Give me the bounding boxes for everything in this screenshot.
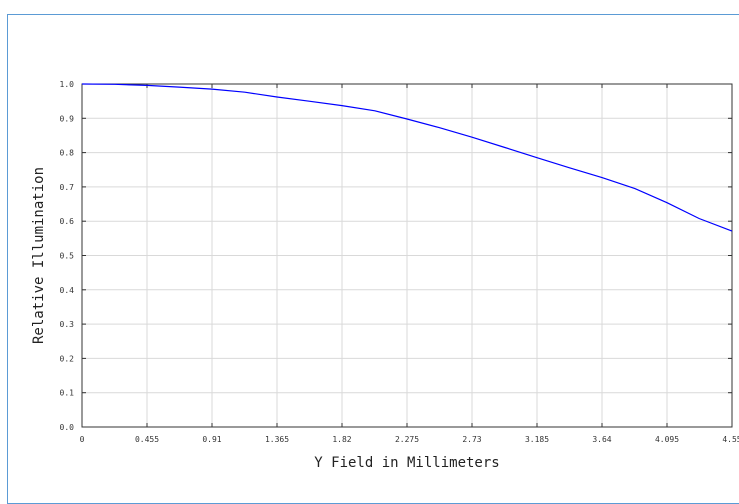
grid (82, 84, 732, 427)
chart-frame (7, 14, 739, 504)
x-tick-label: 0.91 (202, 435, 221, 444)
y-tick-label: 0.7 (60, 183, 75, 192)
y-tick-label: 0.2 (60, 354, 75, 363)
x-axis-title: Y Field in Millimeters (314, 455, 499, 471)
y-tick-label: 0.1 (60, 389, 75, 398)
y-tick-label: 0.8 (60, 149, 75, 158)
axis-ticks: 0 0.455 0.91 1.365 1.82 2.275 2.73 3.185 3.64 4.0… (60, 80, 739, 444)
x-tick-label: 0.455 (135, 435, 159, 444)
y-tick-label: 0.6 (60, 217, 75, 226)
x-tick-label: 4.55 (722, 435, 739, 444)
x-tick-label: 3.64 (592, 435, 611, 444)
x-tick-label: 2.73 (462, 435, 481, 444)
y-tick-label: 0.4 (60, 286, 75, 295)
y-tick-label: 0.3 (60, 320, 75, 329)
y-axis-title: Relative Illumination (31, 167, 47, 344)
x-tick-label: 2.275 (395, 435, 419, 444)
x-tick-label: 3.185 (525, 435, 549, 444)
y-tick-label: 0.9 (60, 114, 75, 123)
relative-illumination-chart: 0 0.455 0.91 1.365 1.82 2.275 2.73 3.185 3.64 4.0… (31, 80, 739, 471)
x-tick-label: 1.82 (332, 435, 351, 444)
series-group (81, 83, 733, 232)
y-tick-label: 0.0 (60, 423, 75, 432)
y-tick-label: 1.0 (60, 80, 75, 89)
x-tick-label: 4.095 (655, 435, 679, 444)
x-tick-label: 0 (80, 435, 85, 444)
y-tick-label: 0.5 (60, 252, 75, 261)
series-line (81, 83, 733, 232)
x-tick-label: 1.365 (265, 435, 289, 444)
